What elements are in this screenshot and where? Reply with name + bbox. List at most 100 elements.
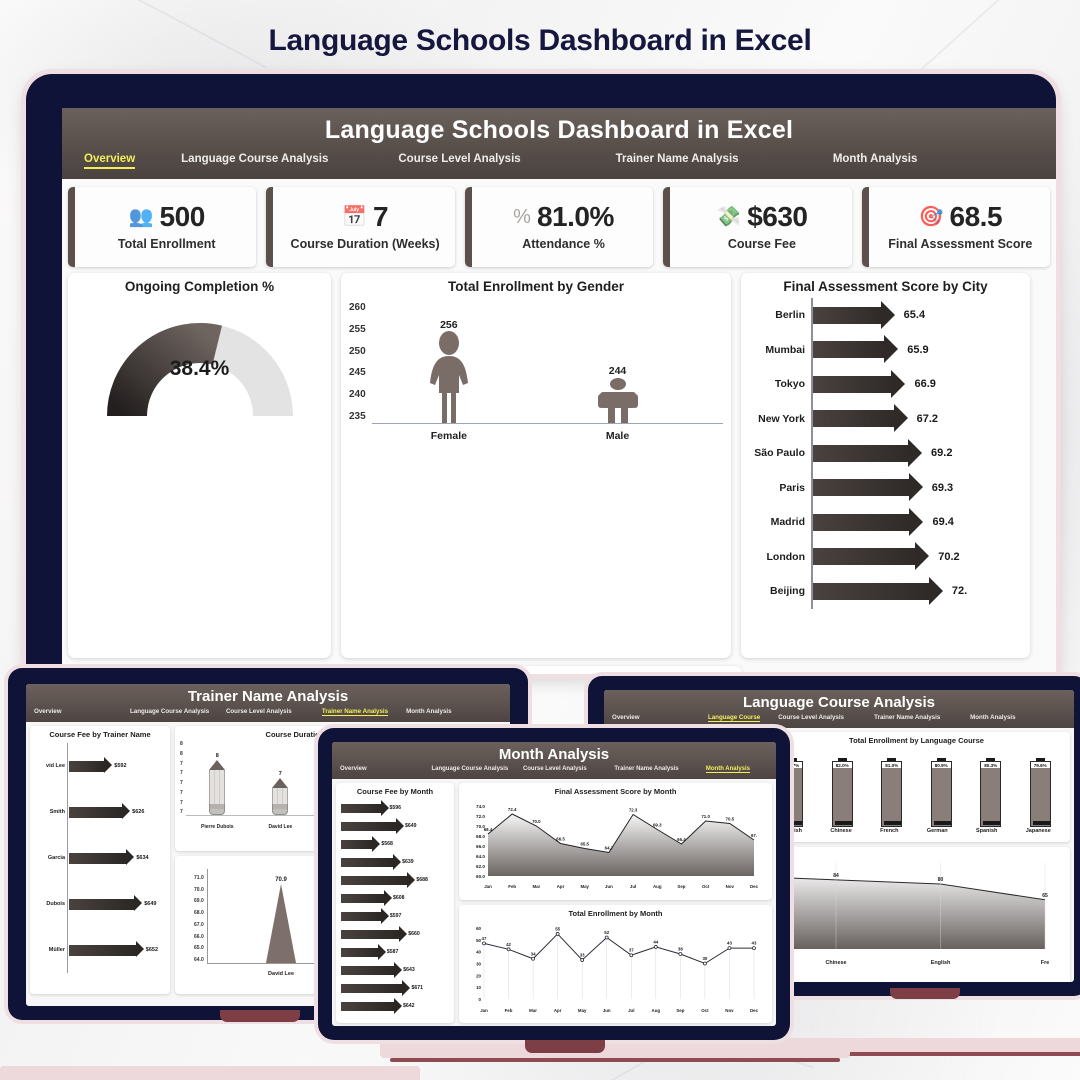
category-label: Male [605,430,630,442]
trainer-label: Garcia [47,855,65,861]
kpi-attendance[interactable]: % 81.0% Attendance % [464,187,654,267]
chart-title: Final Assessment Score by City [783,279,988,294]
tab-language-course[interactable]: Language Course [707,714,761,722]
list-item: $639 [341,853,449,871]
battery-bar: 82.0% [831,758,853,827]
arrow-bar [341,853,402,870]
tab-trainer-name-analysis[interactable]: Trainer Name Analysis [615,153,739,165]
city-bar-area: 67.2 [811,401,1022,436]
dashboard-header: Language Schools Dashboard in Excel Over… [62,108,1056,179]
value-label: $626 [132,809,145,815]
tab-overview[interactable]: Overview [612,714,640,721]
course-tabs: Overview Language Course Course Level An… [604,711,1074,725]
tab-language-course-analysis[interactable]: Language Course Analysis [129,708,210,715]
tab-course-level-analysis[interactable]: Course Level Analysis [522,766,587,772]
city-bar-area: 69.4 [811,505,1022,540]
svg-text:70.0: 70.0 [532,819,541,824]
category-label: Pierre Dubois [201,823,234,830]
gauge-chart: 38.4% [76,296,323,424]
list-item: Smith $626 [35,789,165,835]
tab-month-analysis[interactable]: Month Analysis [832,153,918,165]
arrow-bar [69,940,144,957]
svg-text:38: 38 [678,947,683,952]
arrow-bar [341,961,403,978]
tab-course-level-analysis[interactable]: Course Level Analysis [225,708,292,715]
dashboard-title: Language Schools Dashboard in Excel [324,116,794,144]
value-label: 67.2 [916,412,939,425]
table-row: Tokyo 66.9 [749,367,1022,402]
arrow-bar [341,943,386,960]
svg-text:42: 42 [506,942,511,947]
arrow-bar [69,802,131,819]
people-icon: 👥 [128,206,154,229]
battery-bar: 80.3% [980,758,1002,827]
tab-trainer-name-analysis[interactable]: Trainer Name Analysis [321,708,389,716]
battery-body: 79.6% [1029,761,1051,827]
tab-course-level-analysis[interactable]: Course Level Analysis [778,714,845,721]
value-label: 7 [278,771,282,778]
city-bar-area: 72. [811,574,1022,609]
svg-text:0: 0 [479,997,482,1002]
chart-title: Total Enrollment by Month [568,909,663,918]
tab-month-analysis[interactable]: Month Analysis [705,766,750,773]
battery-bar: 79.6% [1029,758,1051,827]
tab-overview[interactable]: Overview [34,708,62,715]
pencil-tip [272,778,289,789]
month-tabs: Overview Language Course Analysis Course… [332,763,776,776]
pencil-body [209,770,226,805]
tab-language-course-analysis[interactable]: Language Course Analysis [431,766,509,772]
kpi-label: Final Assessment Score [888,237,1033,252]
arrow-bar [813,438,923,467]
gauge-value-label: 38.4% [169,356,230,380]
enrollment-by-month-card: Total Enrollment by Month 60 50 40 30 20 10 0 4… [459,905,772,1023]
svg-text:Oct: Oct [701,1008,709,1013]
percent-icon: % [513,206,531,229]
assessment-y-axis: 71.0 70.0 69.0 68.0 67.0 66.0 65.0 64.0 [194,869,207,979]
svg-text:Sep: Sep [676,1008,684,1013]
svg-text:Jul: Jul [628,1008,634,1013]
svg-text:72.0: 72.0 [476,814,485,819]
gender-chart: 260 255 250 245 240 235 256 [349,296,723,444]
city-label: Tokyo [774,378,805,391]
battery-cap [1035,758,1045,761]
list-item: vid Lee $592 [35,743,165,789]
money-hand-icon: 💸 [716,206,742,229]
kpi-value: 7 [373,201,389,233]
city-bar-area: 70.2 [811,539,1022,574]
tab-month-analysis[interactable]: Month Analysis [406,708,452,715]
kpi-course-fee[interactable]: 💸 $630 Course Fee [663,187,852,267]
kpi-final-assessment-score[interactable]: 🎯 68.5 Final Assessment Score [861,187,1051,267]
tab-trainer-name-analysis[interactable]: Trainer Name Analysis [874,714,941,721]
tab-trainer-name-analysis[interactable]: Trainer Name Analysis [614,766,679,772]
tab-course-level-analysis[interactable]: Course Level Analysis [398,153,521,165]
list-item: $608 [341,889,449,907]
kpi-course-duration[interactable]: 📅 7 Course Duration (Weeks) [266,187,455,267]
arrow-bar [813,404,908,433]
tab-language-course-analysis[interactable]: Language Course Analysis [181,153,329,165]
month-device-frame: Month Analysis Overview Language Course … [318,728,790,1040]
arrow-bar [341,835,381,852]
svg-text:68.4: 68.4 [484,827,493,832]
category-label: Chinese [830,828,852,834]
tab-month-analysis[interactable]: Month Analysis [970,714,1016,721]
battery-bar: 81.0% [881,758,903,827]
svg-text:Mar: Mar [532,884,540,889]
arrow-bar [341,907,389,924]
svg-text:66.4: 66.4 [677,837,686,842]
list-item: $643 [341,961,449,979]
kpi-total-enrollment[interactable]: 👥 500 Total Enrollment [68,187,257,267]
tab-overview[interactable]: Overview [340,766,367,772]
tab-overview[interactable]: Overview [84,153,136,169]
svg-text:44: 44 [653,939,658,944]
cone-bar: 70.9 David Lee [266,877,297,977]
list-item: $597 [341,907,449,925]
svg-text:52: 52 [604,930,609,935]
battery-base [785,821,803,825]
city-label: Mumbai [765,343,805,356]
gender-bar-female: 256 Female [421,319,477,442]
arrow-bar [69,894,143,911]
trainer-laptop-base [0,1066,420,1080]
category-label: Japanese [1025,828,1051,834]
value-label: 80.3% [984,762,998,768]
svg-text:70.5: 70.5 [726,817,735,822]
